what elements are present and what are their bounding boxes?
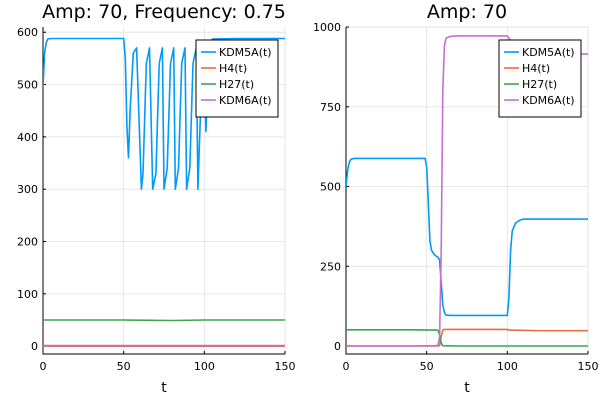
legend-label: H27(t)	[522, 78, 557, 91]
y-tick-label: 250	[320, 260, 341, 273]
x-tick-label: 100	[194, 360, 215, 373]
y-tick-label: 0	[31, 340, 38, 353]
series-line-kdm5a-t	[346, 157, 588, 317]
y-tick-label: 0	[334, 340, 341, 353]
chart-panel-2: 0 50 100 150 0 250 500 750 1000 Amp: 70 t KDM5A(t) H…	[313, 1, 599, 396]
x-tick-label: 0	[343, 360, 350, 373]
x-tick-label: 50	[420, 360, 434, 373]
legend-label: KDM5A(t)	[219, 46, 272, 59]
x-tick-label: 150	[275, 360, 296, 373]
y-tick-label: 200	[17, 236, 38, 249]
y-tick-label: 300	[17, 183, 38, 196]
x-tick-label: 50	[117, 360, 131, 373]
legend-label: H4(t)	[522, 62, 550, 75]
y-tick-label: 100	[17, 288, 38, 301]
chart-title: Amp: 70	[427, 1, 507, 23]
x-axis-label: t	[161, 380, 167, 396]
series-line-kdm5a-t	[43, 37, 285, 190]
legend-label: KDM6A(t)	[219, 94, 272, 107]
y-tick-label: 1000	[313, 21, 341, 34]
legend-box	[498, 39, 582, 118]
legend-label: KDM5A(t)	[522, 46, 575, 59]
legend-label: H4(t)	[219, 62, 247, 75]
series-line-h4-t	[346, 328, 588, 347]
legend-label: KDM6A(t)	[522, 94, 575, 107]
x-tick-label: 150	[578, 360, 599, 373]
legend-label: H27(t)	[219, 78, 254, 91]
x-axis-label: t	[464, 380, 470, 396]
x-tick-label: 100	[497, 360, 518, 373]
legend: KDM5A(t) H4(t) H27(t) KDM6A(t)	[195, 39, 279, 118]
chart-panel-1: 0 50 100 150 0 100 200 300 400 500 600 Amp: 70, Fre…	[17, 1, 296, 396]
series-line-h27-t	[346, 328, 588, 347]
legend-box	[195, 39, 279, 118]
y-tick-label: 600	[17, 26, 38, 39]
y-tick-label: 500	[320, 181, 341, 194]
y-tick-label: 750	[320, 101, 341, 114]
y-tick-label: 500	[17, 79, 38, 92]
legend: KDM5A(t) H4(t) H27(t) KDM6A(t)	[498, 39, 582, 118]
chart-title: Amp: 70, Frequency: 0.75	[42, 1, 286, 23]
y-tick-label: 400	[17, 131, 38, 144]
x-tick-label: 0	[40, 360, 47, 373]
series-line-h27-t	[43, 319, 285, 322]
